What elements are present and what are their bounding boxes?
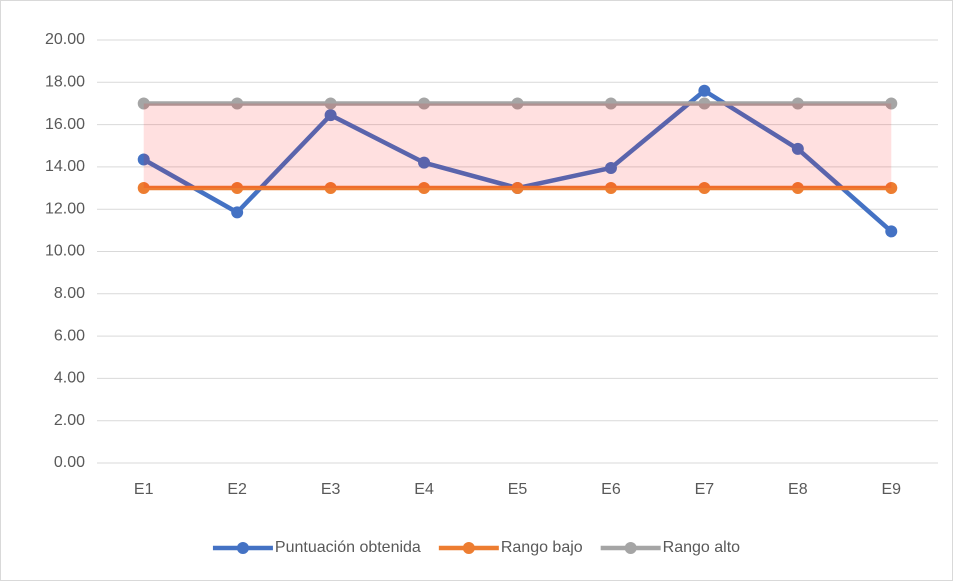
- legend-label: Puntuación obtenida: [275, 539, 421, 556]
- data-point: [885, 182, 898, 195]
- legend-item: Rango bajo: [438, 539, 583, 556]
- data-point: [418, 97, 431, 110]
- data-point: [137, 97, 150, 110]
- data-point: [137, 182, 150, 195]
- data-point: [604, 182, 617, 195]
- y-tick-label: 10.00: [45, 243, 85, 260]
- data-point: [418, 182, 431, 195]
- data-point: [885, 97, 898, 110]
- range-band: [143, 103, 892, 189]
- data-point: [604, 97, 617, 110]
- data-point: [511, 182, 524, 195]
- y-tick-label: 16.00: [45, 116, 85, 133]
- x-tick-label: E6: [601, 481, 621, 498]
- x-tick-label: E2: [227, 481, 247, 498]
- data-point: [137, 153, 150, 166]
- data-point: [698, 97, 711, 110]
- x-tick-label: E9: [881, 481, 901, 498]
- legend-marker: [236, 542, 249, 554]
- data-point: [885, 225, 898, 238]
- y-tick-label: 14.00: [45, 158, 85, 175]
- data-point: [511, 97, 524, 110]
- legend-item: Puntuación obtenida: [212, 539, 421, 556]
- x-tick-label: E4: [414, 481, 434, 498]
- y-tick-label: 4.00: [54, 370, 85, 387]
- y-tick-label: 18.00: [45, 74, 85, 91]
- data-point: [231, 206, 244, 219]
- legend: Puntuación obtenida Rango bajo Rango alto: [212, 539, 740, 556]
- data-point: [324, 109, 337, 122]
- data-point: [231, 182, 244, 195]
- data-point: [791, 97, 804, 110]
- data-point: [698, 182, 711, 195]
- legend-label: Rango alto: [663, 539, 740, 556]
- y-tick-label: 20.00: [45, 31, 85, 48]
- data-point: [791, 142, 804, 155]
- data-point: [324, 182, 337, 195]
- y-tick-label: 8.00: [54, 285, 85, 302]
- legend-marker: [462, 542, 475, 554]
- x-tick-label: E5: [508, 481, 528, 498]
- y-tick-label: 0.00: [54, 454, 85, 471]
- data-point: [418, 156, 431, 169]
- data-point: [324, 97, 337, 110]
- data-point: [791, 182, 804, 195]
- y-tick-label: 12.00: [45, 200, 85, 217]
- x-tick-label: E1: [134, 481, 154, 498]
- data-point: [698, 84, 711, 97]
- x-tick-label: E7: [695, 481, 715, 498]
- data-point: [604, 161, 617, 174]
- x-tick-label: E3: [321, 481, 341, 498]
- legend-label: Rango bajo: [501, 539, 583, 556]
- y-tick-label: 2.00: [54, 412, 85, 429]
- legend-item: Rango alto: [600, 539, 740, 556]
- legend-marker: [624, 542, 637, 554]
- y-tick-label: 6.00: [54, 327, 85, 344]
- x-tick-label: E8: [788, 481, 808, 498]
- data-point: [231, 97, 244, 110]
